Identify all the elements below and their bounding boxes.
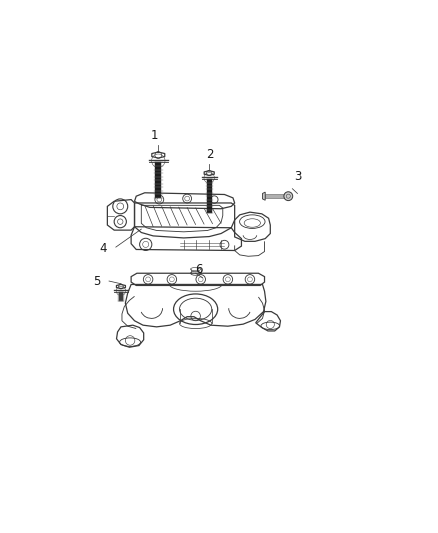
Polygon shape — [207, 179, 212, 213]
Text: 6: 6 — [195, 263, 203, 276]
Polygon shape — [262, 192, 265, 200]
Polygon shape — [265, 194, 287, 198]
Text: 3: 3 — [294, 169, 301, 183]
Polygon shape — [119, 292, 123, 302]
Text: 2: 2 — [206, 148, 214, 160]
Circle shape — [284, 192, 293, 200]
Text: 5: 5 — [93, 274, 101, 287]
Text: 4: 4 — [100, 243, 107, 255]
Polygon shape — [155, 163, 162, 198]
Text: 1: 1 — [151, 129, 159, 142]
